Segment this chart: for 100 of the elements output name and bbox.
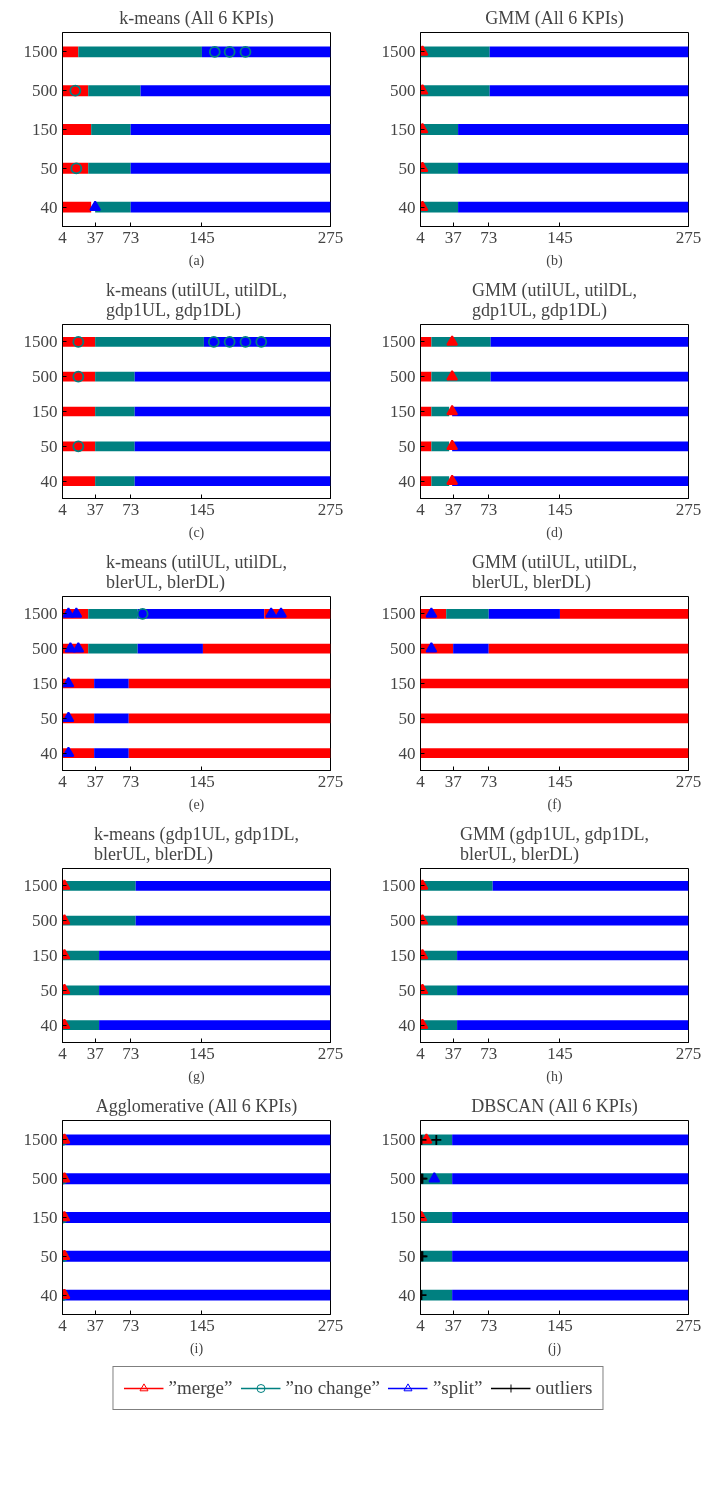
legend-label: ”no change” bbox=[285, 1376, 380, 1399]
y-tick-label: 150 bbox=[390, 946, 416, 965]
x-tick-label: 4 bbox=[416, 771, 426, 791]
y-tick-label: 1500 bbox=[23, 42, 58, 62]
y-tick-label: 40 bbox=[40, 197, 58, 217]
x-tick-label: 275 bbox=[317, 227, 344, 247]
y-tick-label: 1500 bbox=[381, 876, 416, 896]
chart-title: k-means (utilUL, utilDL, blerUL, blerDL) bbox=[106, 551, 287, 593]
x-tick-label: 37 bbox=[86, 1043, 105, 1063]
x-tick-label: 73 bbox=[122, 499, 140, 519]
x-tick-label: 4 bbox=[416, 1043, 426, 1063]
y-tick-label: 150 bbox=[390, 402, 416, 421]
y-tick-label: 40 bbox=[398, 1285, 416, 1305]
text: (e) bbox=[188, 796, 205, 813]
y-tick-label: 1500 bbox=[381, 42, 416, 62]
y-tick-label: 1500 bbox=[23, 876, 58, 896]
x-tick-label: 4 bbox=[416, 227, 426, 247]
y-tick-label: 150 bbox=[32, 120, 58, 139]
x-tick-label: 73 bbox=[480, 499, 498, 519]
y-tick-label: 500 bbox=[32, 639, 58, 659]
y-tick-label: 150 bbox=[390, 1208, 416, 1227]
y-tick-label: 150 bbox=[32, 946, 58, 965]
y-tick-label: 1500 bbox=[381, 1130, 416, 1150]
y-tick-label: 1500 bbox=[23, 1130, 58, 1150]
x-tick-label: 4 bbox=[58, 1043, 68, 1063]
y-tick-label: 40 bbox=[398, 471, 416, 491]
text: (h) bbox=[546, 1068, 563, 1085]
text: (f) bbox=[547, 796, 562, 813]
x-tick-label: 275 bbox=[675, 499, 702, 519]
y-tick-label: 500 bbox=[32, 1169, 58, 1189]
text: (j) bbox=[547, 1340, 562, 1357]
text: (c) bbox=[188, 524, 205, 541]
text: (g) bbox=[188, 1068, 205, 1085]
y-tick-label: 150 bbox=[32, 1208, 58, 1227]
y-tick-label: 1500 bbox=[381, 604, 416, 624]
y-tick-label: 40 bbox=[40, 743, 58, 763]
y-tick-label: 40 bbox=[40, 471, 58, 491]
y-tick-label: 500 bbox=[32, 911, 58, 931]
x-tick-label: 145 bbox=[189, 1315, 215, 1335]
y-tick-label: 500 bbox=[390, 911, 416, 931]
y-tick-label: 50 bbox=[398, 980, 416, 1000]
y-tick-label: 40 bbox=[398, 1015, 416, 1035]
text: (d) bbox=[546, 524, 563, 541]
x-tick-label: 37 bbox=[86, 499, 105, 519]
legend-label: ”merge” bbox=[168, 1376, 233, 1399]
y-tick-label: 40 bbox=[398, 743, 416, 763]
x-tick-label: 37 bbox=[86, 771, 105, 791]
x-tick-label: 275 bbox=[317, 771, 344, 791]
chart-title: DBSCAN (All 6 KPIs) bbox=[471, 1095, 638, 1117]
x-tick-label: 145 bbox=[547, 227, 573, 247]
y-tick-label: 500 bbox=[32, 81, 58, 101]
chart-title: k-means (All 6 KPIs) bbox=[119, 7, 274, 29]
y-tick-label: 500 bbox=[32, 367, 58, 387]
y-tick-label: 50 bbox=[40, 436, 58, 456]
x-tick-label: 37 bbox=[86, 227, 105, 247]
y-tick-label: 1500 bbox=[23, 332, 58, 352]
y-tick-label: 40 bbox=[40, 1285, 58, 1305]
chart-title: GMM (All 6 KPIs) bbox=[485, 7, 624, 29]
x-tick-label: 145 bbox=[189, 1043, 215, 1063]
chart-title: k-means (utilUL, utilDL, gdp1UL, gdp1DL) bbox=[106, 279, 287, 321]
x-tick-label: 275 bbox=[675, 1315, 702, 1335]
chart-title: GMM (utilUL, utilDL, blerUL, blerDL) bbox=[472, 551, 637, 593]
x-tick-label: 73 bbox=[122, 771, 140, 791]
y-tick-label: 40 bbox=[398, 197, 416, 217]
y-tick-label: 50 bbox=[40, 708, 58, 728]
y-tick-label: 500 bbox=[390, 1169, 416, 1189]
x-tick-label: 4 bbox=[416, 499, 426, 519]
x-tick-label: 275 bbox=[317, 1043, 344, 1063]
x-tick-label: 145 bbox=[547, 499, 573, 519]
x-tick-label: 73 bbox=[122, 1315, 140, 1335]
chart-title: GMM (gdp1UL, gdp1DL, blerUL, blerDL) bbox=[460, 823, 649, 865]
y-tick-label: 50 bbox=[40, 158, 58, 178]
text: (i) bbox=[189, 1340, 204, 1357]
legend-label: ”split” bbox=[432, 1376, 483, 1399]
text: (a) bbox=[188, 252, 205, 269]
x-tick-label: 73 bbox=[122, 227, 140, 247]
x-tick-label: 275 bbox=[675, 771, 702, 791]
x-tick-label: 145 bbox=[189, 499, 215, 519]
y-tick-label: 500 bbox=[390, 639, 416, 659]
x-tick-label: 37 bbox=[444, 1043, 463, 1063]
chart-title: Agglomerative (All 6 KPIs) bbox=[95, 1095, 298, 1117]
y-tick-label: 150 bbox=[32, 402, 58, 421]
legend-label: outliers bbox=[535, 1376, 593, 1399]
x-tick-label: 4 bbox=[58, 1315, 68, 1335]
x-tick-label: 73 bbox=[122, 1043, 140, 1063]
x-tick-label: 73 bbox=[480, 227, 498, 247]
x-tick-label: 4 bbox=[58, 227, 68, 247]
chart-title: GMM (utilUL, utilDL, gdp1UL, gdp1DL) bbox=[472, 279, 637, 321]
x-tick-label: 145 bbox=[189, 771, 215, 791]
x-tick-label: 275 bbox=[675, 1043, 702, 1063]
x-tick-label: 275 bbox=[317, 499, 344, 519]
x-tick-label: 73 bbox=[480, 1043, 498, 1063]
y-tick-label: 1500 bbox=[23, 604, 58, 624]
chart-title: k-means (gdp1UL, gdp1DL, blerUL, blerDL) bbox=[94, 823, 299, 865]
y-tick-label: 500 bbox=[390, 367, 416, 387]
y-tick-label: 1500 bbox=[381, 332, 416, 352]
x-tick-label: 4 bbox=[58, 499, 68, 519]
text: (b) bbox=[546, 252, 563, 269]
y-tick-label: 40 bbox=[40, 1015, 58, 1035]
y-tick-label: 50 bbox=[40, 980, 58, 1000]
